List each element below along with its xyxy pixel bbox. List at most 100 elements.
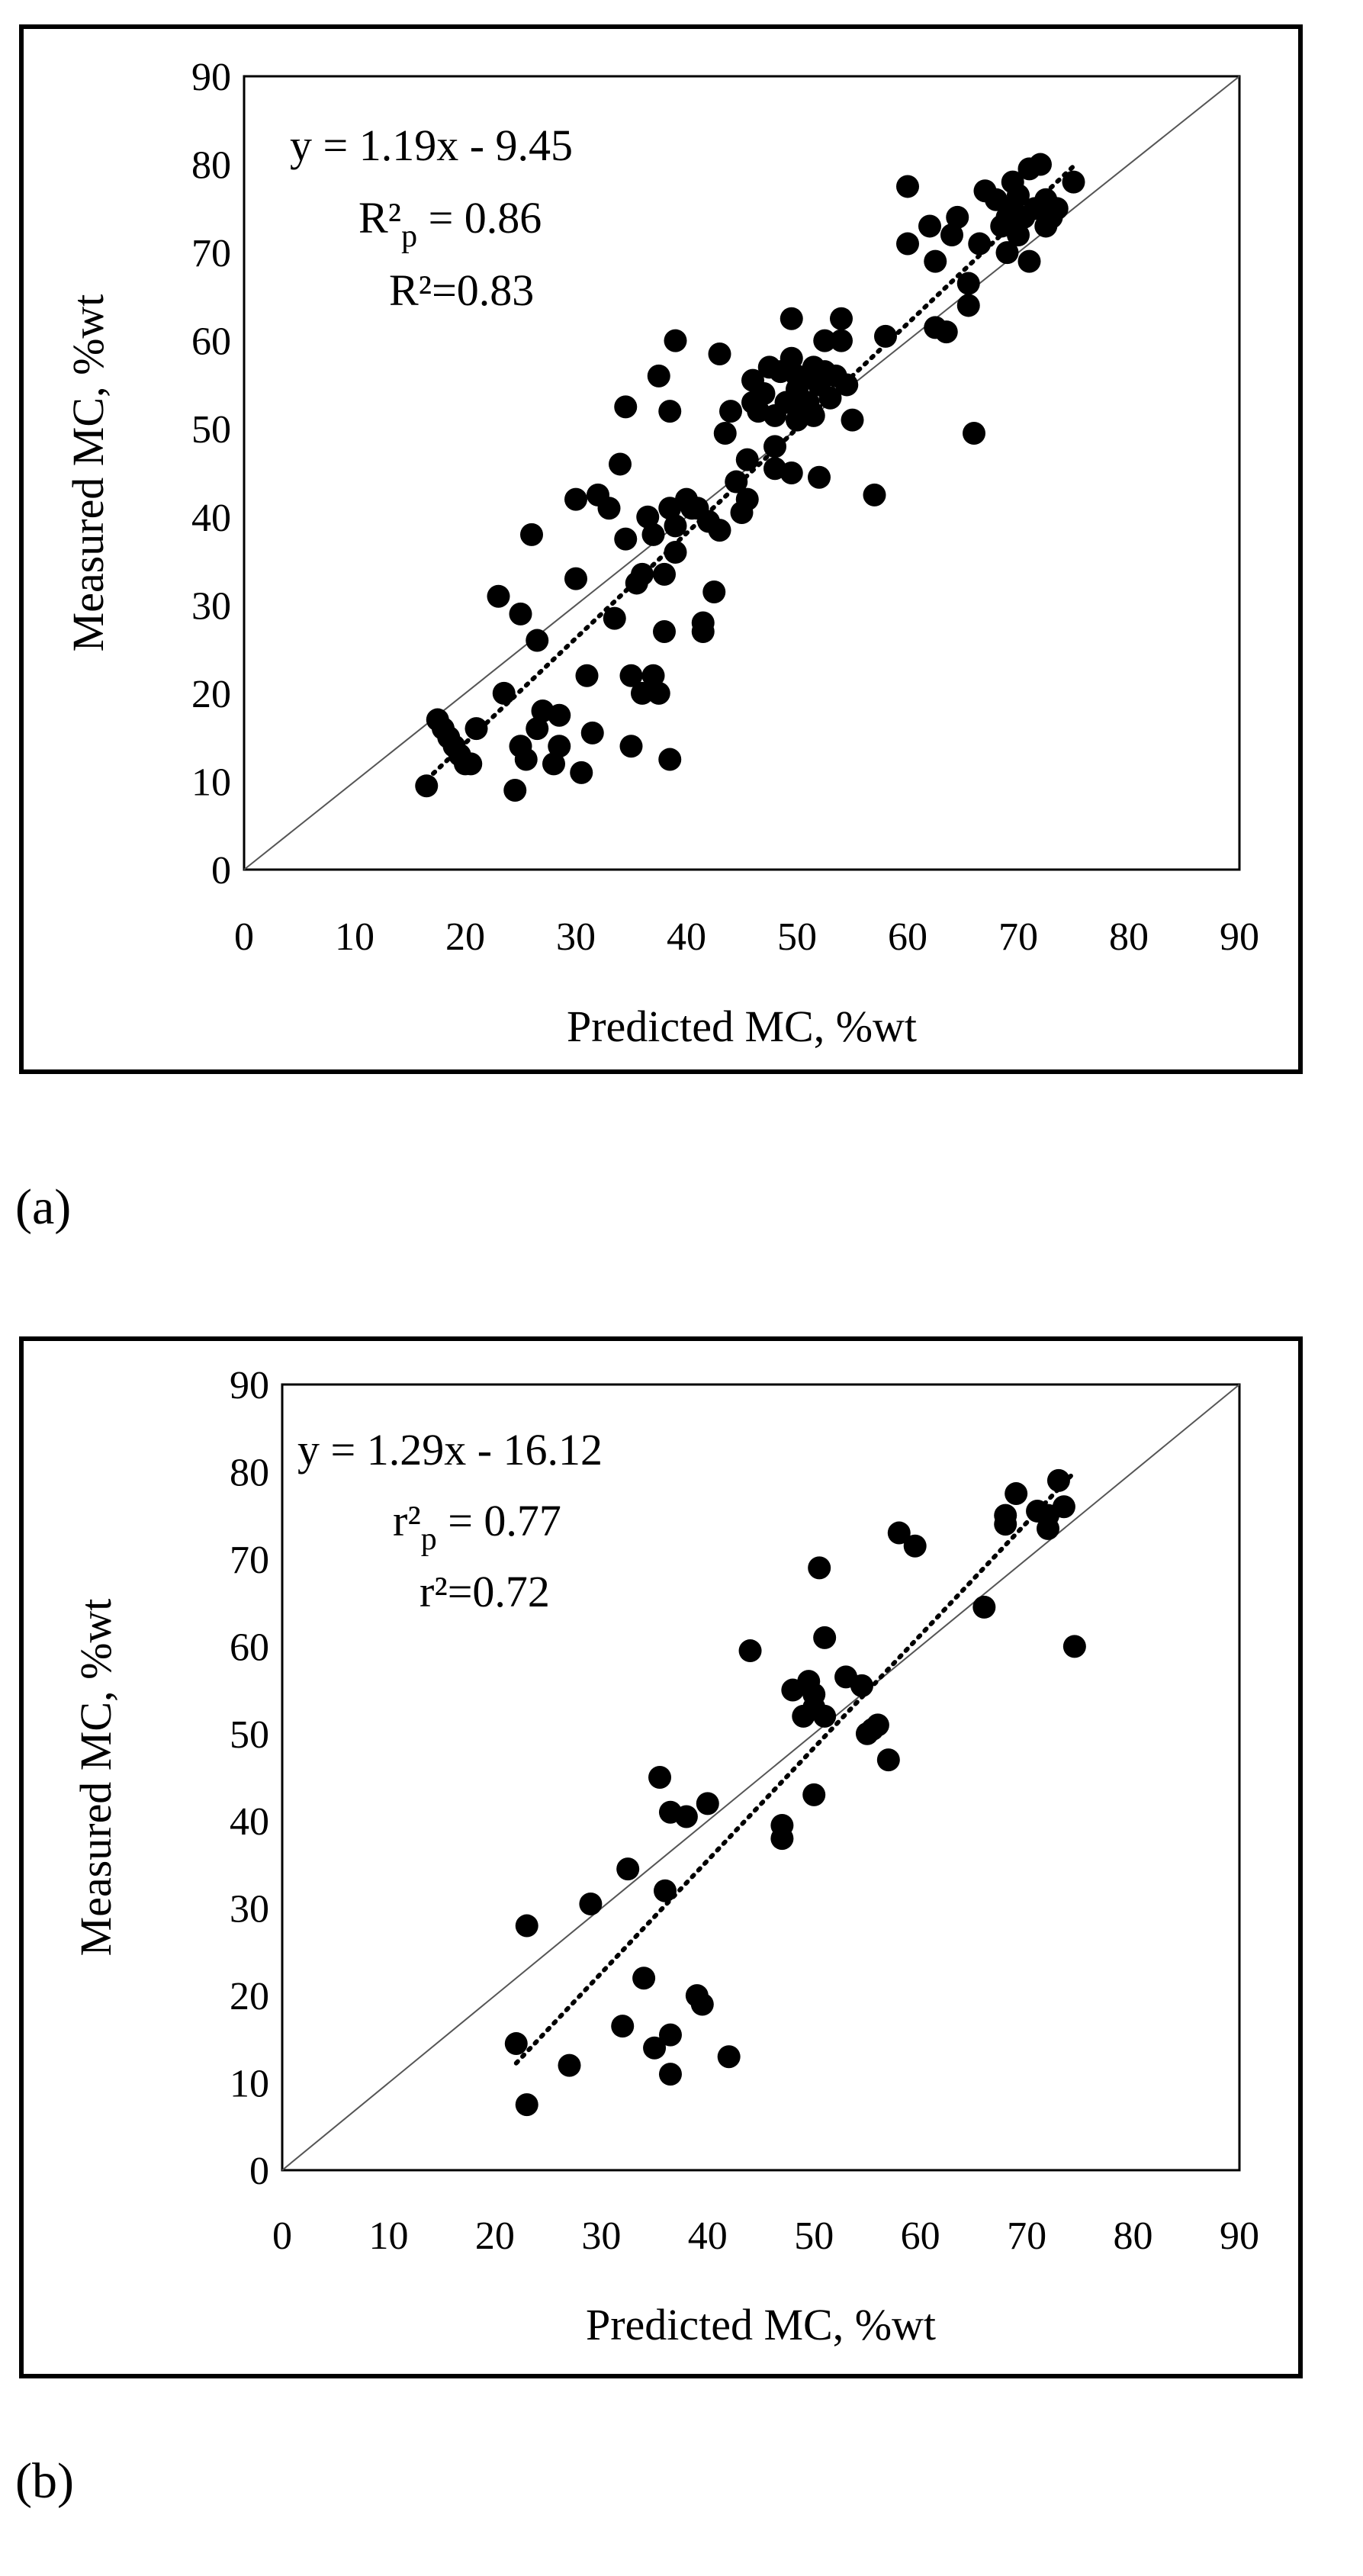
- data-point: [702, 580, 726, 603]
- data-point: [994, 1503, 1017, 1527]
- data-point: [515, 2093, 538, 2117]
- y-tick-label: 40: [230, 1800, 269, 1844]
- data-point: [918, 214, 941, 238]
- data-point: [658, 2023, 682, 2047]
- data-point: [611, 2015, 635, 2038]
- y-tick-label: 50: [191, 408, 231, 452]
- data-point: [1017, 249, 1041, 273]
- equation-main: r²: [393, 1496, 421, 1545]
- data-point: [647, 681, 670, 705]
- y-axis-title: Measured MC, %wt: [63, 294, 113, 652]
- data-point: [548, 703, 571, 727]
- equation-line-3: R²=0.83: [389, 265, 534, 315]
- data-point: [752, 382, 776, 405]
- data-point: [653, 562, 676, 586]
- data-point: [631, 562, 654, 586]
- x-tick-label: 90: [1220, 2214, 1259, 2258]
- x-tick-label: 60: [888, 915, 927, 959]
- data-point: [526, 717, 549, 741]
- data-point: [570, 761, 593, 784]
- data-point: [609, 452, 632, 476]
- y-tick-label: 50: [230, 1713, 269, 1757]
- data-point: [963, 422, 985, 445]
- trendline: [513, 1469, 1077, 2066]
- equation-main: y = 1.29x - 16.12: [297, 1425, 603, 1475]
- data-point: [802, 1783, 826, 1806]
- data-point: [874, 324, 897, 348]
- data-point: [887, 1521, 911, 1545]
- figure-label-b: (b): [15, 2453, 74, 2509]
- data-point: [548, 735, 571, 758]
- data-point: [708, 519, 731, 542]
- y-tick-label: 30: [191, 584, 231, 628]
- scatter-chart-a: 0 10 20 30 40 50 60 70 80 90 0 10 20 30 40 50 60 70 80 90 Pr…: [19, 24, 1303, 1074]
- data-point: [876, 1748, 900, 1772]
- data-point: [658, 748, 682, 771]
- data-point: [1052, 1495, 1075, 1519]
- data-point: [647, 364, 670, 388]
- y-tick-label: 90: [191, 56, 231, 99]
- data-point: [664, 514, 687, 538]
- data-point: [830, 307, 853, 330]
- y-tick-label: 90: [230, 1364, 269, 1407]
- data-point: [654, 1879, 677, 1902]
- data-point: [934, 320, 958, 344]
- data-point: [903, 1534, 927, 1558]
- data-point: [924, 249, 947, 273]
- data-point: [708, 343, 731, 365]
- y-tick-label: 60: [191, 320, 231, 364]
- data-point: [1007, 184, 1030, 207]
- data-point: [725, 470, 748, 494]
- data-point: [713, 422, 737, 445]
- data-point: [564, 487, 587, 511]
- data-point: [995, 241, 1019, 265]
- y-tick-label: 30: [230, 1888, 269, 1931]
- data-point: [1045, 197, 1069, 220]
- data-point: [719, 400, 742, 423]
- chart-outer-frame: [19, 1336, 1303, 2378]
- y-tick-label: 80: [191, 144, 231, 188]
- x-tick-label: 80: [1114, 2214, 1153, 2258]
- y-tick-label: 80: [230, 1451, 269, 1494]
- figure-label-a: (a): [15, 1179, 72, 1235]
- x-tick-label: 70: [998, 915, 1038, 959]
- data-point: [492, 681, 516, 705]
- data-point: [735, 448, 759, 471]
- data-point: [631, 681, 654, 705]
- data-point: [526, 629, 549, 652]
- data-point: [841, 408, 864, 432]
- data-point: [835, 373, 859, 397]
- data-point: [940, 224, 963, 246]
- data-point: [643, 2036, 667, 2060]
- data-point: [896, 175, 919, 198]
- trendline: [424, 163, 1076, 783]
- y-tick-label: 0: [211, 849, 231, 892]
- data-point: [1062, 170, 1085, 194]
- x-tick-label: 20: [475, 2214, 515, 2258]
- data-point: [504, 2032, 528, 2056]
- equation-main: y = 1.19x - 9.45: [290, 121, 573, 170]
- data-point: [503, 779, 527, 802]
- data-point: [603, 606, 626, 630]
- data-point: [487, 584, 510, 608]
- data-point: [738, 1639, 762, 1663]
- data-point: [641, 523, 665, 546]
- y-tick-label: 70: [191, 232, 231, 275]
- equation-line-3: r²=0.72: [420, 1567, 550, 1616]
- data-point: [1046, 1468, 1070, 1492]
- x-tick-label: 60: [901, 2214, 940, 2258]
- x-tick-label: 10: [335, 915, 375, 959]
- data-point: [515, 1914, 538, 1938]
- x-tick-label: 40: [688, 2214, 728, 2258]
- data-point: [818, 386, 842, 410]
- data-point: [956, 272, 980, 295]
- data-point: [802, 404, 825, 427]
- equation-line-2: r²p = 0.77: [393, 1496, 561, 1557]
- data-point: [415, 774, 439, 798]
- data-point: [658, 2063, 682, 2086]
- data-point: [770, 1813, 794, 1837]
- data-point: [813, 1704, 837, 1728]
- data-point: [664, 329, 687, 352]
- data-point: [813, 329, 837, 352]
- data-point: [1005, 1482, 1028, 1506]
